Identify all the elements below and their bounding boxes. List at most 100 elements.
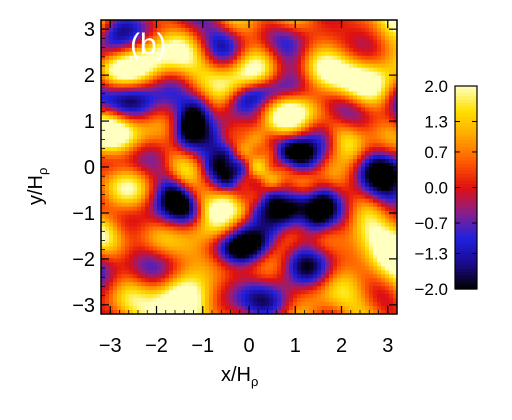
- heatmap-cell: [237, 147, 242, 152]
- heatmap-cell: [249, 266, 254, 271]
- heatmap-cell: [117, 270, 122, 275]
- heatmap-cell: [153, 174, 158, 180]
- heatmap-cell: [289, 63, 294, 69]
- heatmap-cell: [201, 182, 206, 188]
- heatmap-cell: [105, 182, 110, 188]
- heatmap-cell: [157, 174, 162, 180]
- heatmap-cell: [301, 147, 306, 152]
- heatmap-cell: [241, 131, 246, 136]
- heatmap-cell: [201, 274, 206, 279]
- heatmap-cell: [321, 170, 326, 176]
- heatmap-cell: [329, 75, 334, 81]
- heatmap-cell: [297, 39, 302, 45]
- heatmap-cell: [153, 214, 158, 220]
- heatmap-cell: [157, 103, 162, 108]
- heatmap-cell: [213, 242, 218, 248]
- heatmap-cell: [229, 71, 234, 77]
- heatmap-cell: [189, 99, 194, 105]
- heatmap-cell: [297, 254, 302, 259]
- heatmap-cell: [197, 111, 202, 116]
- heatmap-cell: [237, 79, 242, 85]
- heatmap-cell: [241, 67, 246, 73]
- heatmap-cell: [253, 31, 258, 37]
- heatmap-cell: [389, 266, 394, 271]
- heatmap-cell: [197, 55, 202, 61]
- heatmap-cell: [373, 23, 378, 29]
- heatmap-cell: [209, 47, 214, 53]
- heatmap-cell: [273, 266, 278, 271]
- heatmap-cell: [385, 123, 390, 128]
- heatmap-cell: [165, 123, 170, 128]
- heatmap-cell: [181, 206, 186, 212]
- heatmap-cell: [205, 107, 210, 112]
- heatmap-cell: [245, 119, 250, 124]
- heatmap-cell: [297, 274, 302, 279]
- heatmap-cell: [317, 59, 322, 65]
- heatmap-cell: [117, 71, 122, 77]
- heatmap-cell: [241, 182, 246, 188]
- heatmap-cell: [285, 39, 290, 45]
- heatmap-cell: [109, 91, 114, 97]
- heatmap-cell: [273, 127, 278, 132]
- heatmap-cell: [149, 131, 154, 136]
- heatmap-cell: [257, 190, 262, 196]
- heatmap-cell: [165, 23, 170, 29]
- heatmap-cell: [165, 182, 170, 188]
- heatmap-cell: [161, 170, 166, 176]
- heatmap-cell: [377, 99, 382, 105]
- heatmap-cell: [353, 127, 358, 132]
- heatmap-cell: [393, 167, 397, 172]
- heatmap-cell: [165, 59, 170, 65]
- heatmap-cell: [365, 23, 370, 29]
- heatmap-cell: [165, 55, 170, 61]
- heatmap-cell: [289, 210, 294, 216]
- heatmap-cell: [197, 222, 202, 228]
- heatmap-cell: [349, 71, 354, 77]
- heatmap-cell: [229, 170, 234, 176]
- heatmap-cell: [129, 67, 134, 73]
- heatmap-cell: [113, 282, 118, 287]
- heatmap-cell: [121, 55, 126, 61]
- heatmap-cell: [121, 174, 126, 180]
- heatmap-cell: [161, 143, 166, 148]
- heatmap-cell: [181, 99, 186, 105]
- heatmap-cell: [213, 246, 218, 252]
- heatmap-cell: [313, 250, 318, 255]
- heatmap-cell: [233, 79, 238, 85]
- heatmap-cell: [133, 174, 138, 180]
- heatmap-cell: [165, 131, 170, 136]
- heatmap-cell: [169, 51, 174, 57]
- heatmap-cell: [381, 274, 386, 279]
- heatmap-cell: [249, 35, 254, 41]
- heatmap-cell: [185, 170, 190, 176]
- heatmap-cell: [161, 35, 166, 41]
- heatmap-cell: [229, 174, 234, 180]
- heatmap-cell: [317, 99, 322, 105]
- heatmap-cell: [281, 151, 286, 156]
- heatmap-cell: [377, 103, 382, 108]
- heatmap-cell: [161, 147, 166, 152]
- heatmap-cell: [133, 119, 138, 124]
- heatmap-cell: [305, 39, 310, 45]
- heatmap-cell: [153, 163, 158, 168]
- heatmap-cell: [345, 23, 350, 29]
- heatmap-cell: [281, 230, 286, 236]
- heatmap-cell: [105, 190, 110, 196]
- heatmap-cell: [381, 131, 386, 136]
- heatmap-cell: [189, 230, 194, 236]
- heatmap-cell: [169, 139, 174, 144]
- heatmap-cell: [225, 43, 230, 49]
- heatmap-cell: [321, 59, 326, 65]
- heatmap-cell: [369, 206, 374, 212]
- heatmap-cell: [381, 155, 386, 160]
- heatmap-cell: [345, 155, 350, 160]
- heatmap-cell: [393, 127, 397, 132]
- heatmap-cell: [297, 131, 302, 136]
- heatmap-cell: [109, 59, 114, 65]
- heatmap-cell: [309, 155, 314, 160]
- heatmap-cell: [269, 95, 274, 101]
- heatmap-cell: [293, 39, 298, 45]
- heatmap-cell: [245, 218, 250, 224]
- heatmap-cell: [237, 278, 242, 283]
- heatmap-cell: [329, 55, 334, 61]
